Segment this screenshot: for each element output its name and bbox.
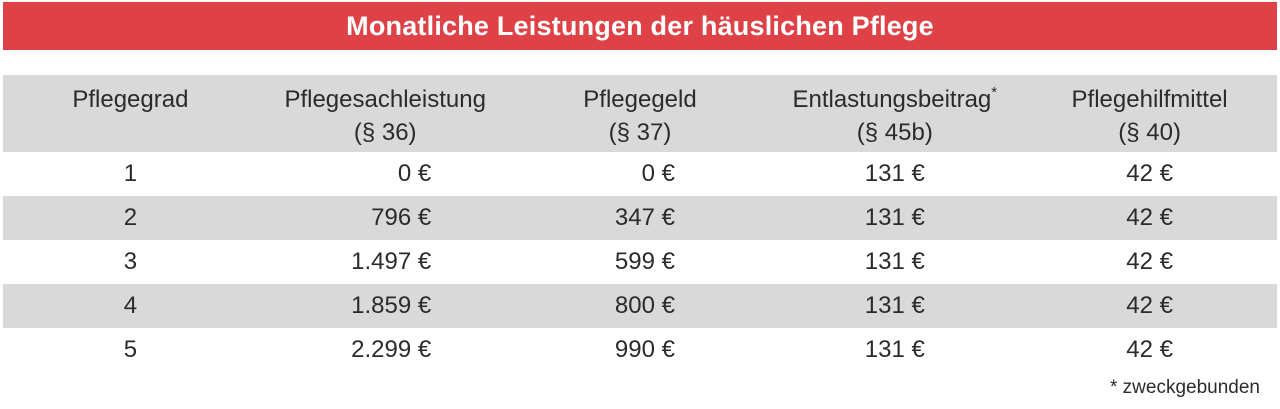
table-row-pflegegrad-1: 1 0 € 0 € 131 € 42 € (3, 152, 1277, 196)
footnote-marker: * (991, 84, 998, 101)
cell-pflegesachleistung: 1.497 € (258, 248, 513, 276)
amount-value: 1.497 € (351, 248, 432, 275)
cell-pflegegeld: 0 € (513, 160, 768, 188)
cell-pflegegrad: 3 (123, 248, 138, 275)
amount-value: 0 € (397, 160, 432, 187)
title-banner: Monatliche Leistungen der häuslichen Pfl… (3, 2, 1277, 50)
cell-pflegegrad: 2 (123, 204, 138, 231)
cell-entlastungsbeitrag: 131 € (864, 160, 925, 187)
table-header-row: Pflegegrad Pflegesachleistung (§ 36) Pfl… (3, 75, 1277, 152)
cell-pflegegeld: 990 € (513, 336, 768, 364)
cell-pflegesachleistung: 1.859 € (258, 292, 513, 320)
amount-value: 347 € (614, 204, 675, 231)
cell-pflegegrad: 5 (123, 336, 138, 363)
cell-pflegesachleistung: 0 € (258, 160, 513, 188)
cell-pflegegrad: 4 (123, 292, 138, 319)
cell-pflegehilfmittel: 42 € (1126, 248, 1173, 275)
cell-pflegehilfmittel: 42 € (1126, 292, 1173, 319)
column-header-pflegegrad: Pflegegrad (3, 75, 258, 152)
cell-pflegehilfmittel: 42 € (1126, 204, 1173, 231)
cell-pflegegeld: 347 € (513, 204, 768, 232)
column-header-paragraph: (§ 36) (353, 119, 417, 146)
amount-value: 796 € (371, 204, 432, 231)
cell-pflegesachleistung: 2.299 € (258, 336, 513, 364)
cell-pflegegeld: 599 € (513, 248, 768, 276)
column-header-label: Pflegehilfmittel (1071, 86, 1228, 113)
cell-entlastungsbeitrag: 131 € (864, 336, 925, 363)
page-title: Monatliche Leistungen der häuslichen Pfl… (346, 10, 934, 41)
cell-entlastungsbeitrag: 131 € (864, 292, 925, 319)
footnote-zweckgebunden: * zweckgebunden (1110, 377, 1260, 398)
cell-pflegehilfmittel: 42 € (1126, 160, 1173, 187)
cell-entlastungsbeitrag: 131 € (864, 248, 925, 275)
column-header-pflegegeld: Pflegegeld (§ 37) (513, 75, 768, 152)
column-header-label: Entlastungsbeitrag (792, 86, 992, 113)
cell-pflegesachleistung: 796 € (258, 204, 513, 232)
amount-value: 0 € (641, 160, 675, 187)
table-row-pflegegrad-3: 3 1.497 € 599 € 131 € 42 € (3, 240, 1277, 284)
amount-value: 990 € (614, 336, 675, 363)
table-row-pflegegrad-4: 4 1.859 € 800 € 131 € 42 € (3, 284, 1277, 328)
column-header-pflegesachleistung: Pflegesachleistung (§ 36) (258, 75, 513, 152)
column-header-label: Pflegesachleistung (284, 86, 486, 113)
cell-entlastungsbeitrag: 131 € (864, 204, 925, 231)
cell-pflegehilfmittel: 42 € (1126, 336, 1173, 363)
column-header-paragraph: (§ 40) (1118, 119, 1181, 146)
amount-value: 2.299 € (351, 336, 432, 363)
amount-value: 599 € (614, 248, 675, 275)
column-header-label: Pflegegeld (583, 86, 697, 113)
amount-value: 1.859 € (351, 292, 432, 319)
amount-value: 800 € (614, 292, 675, 319)
table-row-pflegegrad-5: 5 2.299 € 990 € 131 € 42 € (3, 328, 1277, 372)
benefits-table: Pflegegrad Pflegesachleistung (§ 36) Pfl… (3, 75, 1277, 372)
column-header-label: Pflegegrad (72, 86, 189, 113)
table-row-pflegegrad-2: 2 796 € 347 € 131 € 42 € (3, 196, 1277, 240)
column-header-paragraph: (§ 37) (608, 119, 672, 146)
column-header-paragraph: (§ 45b) (856, 119, 933, 146)
cell-pflegegrad: 1 (123, 160, 138, 187)
cell-pflegegeld: 800 € (513, 292, 768, 320)
column-header-entlastungsbeitrag: Entlastungsbeitrag* (§ 45b) (767, 75, 1022, 152)
column-header-pflegehilfmittel: Pflegehilfmittel (§ 40) (1022, 75, 1277, 152)
